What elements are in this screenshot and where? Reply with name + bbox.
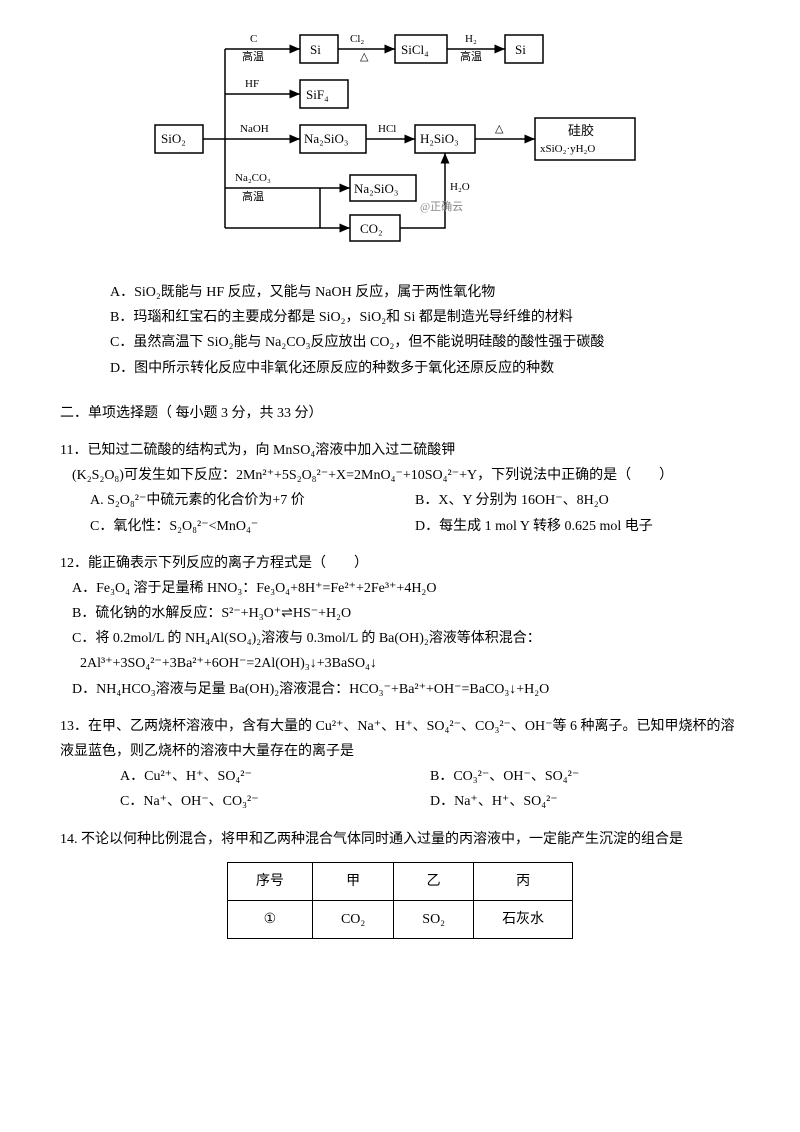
th-jia: 甲 [312,862,393,900]
q14-table: 序号 甲 乙 丙 ① CO₂ SO₂ 石灰水 [227,862,573,939]
box-silicagel-2: xSiO₂·yH₂O [540,143,595,155]
q12-opt-b: B．硫化钠的水解反应：S²⁻+H₃O⁺⇌HS⁻+H₂O [72,601,740,626]
q12-opt-c2: 2Al³⁺+3SO₄²⁻+3Ba²⁺+6OH⁻=2Al(OH)₃↓+3BaSO₄… [80,651,740,676]
lbl-naoh: NaOH [240,123,269,135]
silicon-flowchart: .bx{fill:#fff;stroke:#000;stroke-width:1… [150,30,650,260]
lbl-na2co3: Na₂CO₃ [235,172,271,184]
q11-opt-c: C．氧化性：S₂O₈²⁻<MnO₄⁻ [90,514,415,539]
q13-opt-d: D．Na⁺、H⁺、SO₄²⁻ [430,789,740,814]
lbl-high-1: 高温 [242,49,264,63]
q10-opt-c: C．虽然高温下 SiO₂能与 Na₂CO₃反应放出 CO₂，但不能说明硅酸的酸性… [110,330,740,355]
box-na2sio3-1: Na₂SiO₃ [304,131,348,146]
box-sicl4: SiCl₄ [401,42,429,57]
box-co2: CO₂ [360,221,383,236]
q11-opt-a: A. S₂O₈²⁻中硫元素的化合价为+7 价 [90,488,415,513]
q11-opt-b: B．X、Y 分别为 16OH⁻、8H₂O [415,488,740,513]
th-yi: 乙 [394,862,474,900]
watermark: @正确云 [420,200,463,213]
table-row: ① CO₂ SO₂ 石灰水 [227,900,572,938]
section-2-heading: 二．单项选择题（ 每小题 3 分，共 33 分） [60,401,740,426]
q11-opt-d: D．每生成 1 mol Y 转移 0.625 mol 电子 [415,514,740,539]
lbl-hf: HF [245,78,259,90]
q10-opt-b: B．玛瑙和红宝石的主要成分都是 SiO₂，SiO₂和 Si 都是制造光导纤维的材… [110,305,740,330]
q11-stem-2: (K₂S₂O₈)可发生如下反应：2Mn²⁺+5S₂O₈²⁻+X=2MnO₄⁻+1… [72,463,740,488]
q12-opt-a: A．Fe₃O₄ 溶于足量稀 HNO₃：Fe₃O₄+8H⁺=Fe²⁺+2Fe³⁺+… [72,576,740,601]
box-silicagel-1: 硅胶 [568,123,594,138]
q13-opt-b: B．CO₃²⁻、OH⁻、SO₄²⁻ [430,764,740,789]
td-yi: SO₂ [394,900,474,938]
box-si2: Si [515,42,526,57]
box-h2sio3: H₂SiO₃ [420,131,459,146]
q12-opt-d: D．NH₄HCO₃溶液与足量 Ba(OH)₂溶液混合：HCO₃⁻+Ba²⁺+OH… [72,677,740,702]
q12-opt-c1: C．将 0.2mol/L 的 NH₄Al(SO₄)₂溶液与 0.3mol/L 的… [72,626,740,651]
td-bing: 石灰水 [474,900,573,938]
lbl-tri-2: △ [495,123,504,135]
lbl-tri-1: △ [360,51,369,63]
q13-opt-c: C．Na⁺、OH⁻、CO₃²⁻ [120,789,430,814]
q13-opt-a: A．Cu²⁺、H⁺、SO₄²⁻ [120,764,430,789]
box-sif4: SiF₄ [306,87,329,102]
table-row: 序号 甲 乙 丙 [227,862,572,900]
q10-opt-a: A．SiO₂既能与 HF 反应，又能与 NaOH 反应，属于两性氧化物 [110,280,740,305]
lbl-hcl: HCl [378,123,396,135]
lbl-high-2: 高温 [460,49,482,63]
lbl-c: C [250,33,257,45]
box-na2sio3-2: Na₂SiO₃ [354,181,398,196]
lbl-h2: H₂ [465,33,477,45]
td-jia: CO₂ [312,900,393,938]
q12-stem: 12．能正确表示下列反应的离子方程式是（ ） [60,551,740,576]
lbl-h2o: H₂O [450,181,470,193]
box-si1: Si [310,42,321,57]
th-seq: 序号 [227,862,312,900]
th-bing: 丙 [474,862,573,900]
q14-stem: 14. 不论以何种比例混合，将甲和乙两种混合气体同时通入过量的丙溶液中，一定能产… [60,827,740,852]
lbl-cl2: Cl₂ [350,33,364,45]
box-sio2: SiO₂ [161,131,186,146]
q10-opt-d: D．图中所示转化反应中非氧化还原反应的种数多于氧化还原反应的种数 [110,356,740,381]
td-seq: ① [227,900,312,938]
lbl-high-3: 高温 [242,189,264,203]
q13-stem: 13．在甲、乙两烧杯溶液中，含有大量的 Cu²⁺、Na⁺、H⁺、SO₄²⁻、CO… [60,714,740,764]
q11-stem-1: 11．已知过二硫酸的结构式为，向 MnSO₄溶液中加入过二硫酸钾 [60,438,740,463]
